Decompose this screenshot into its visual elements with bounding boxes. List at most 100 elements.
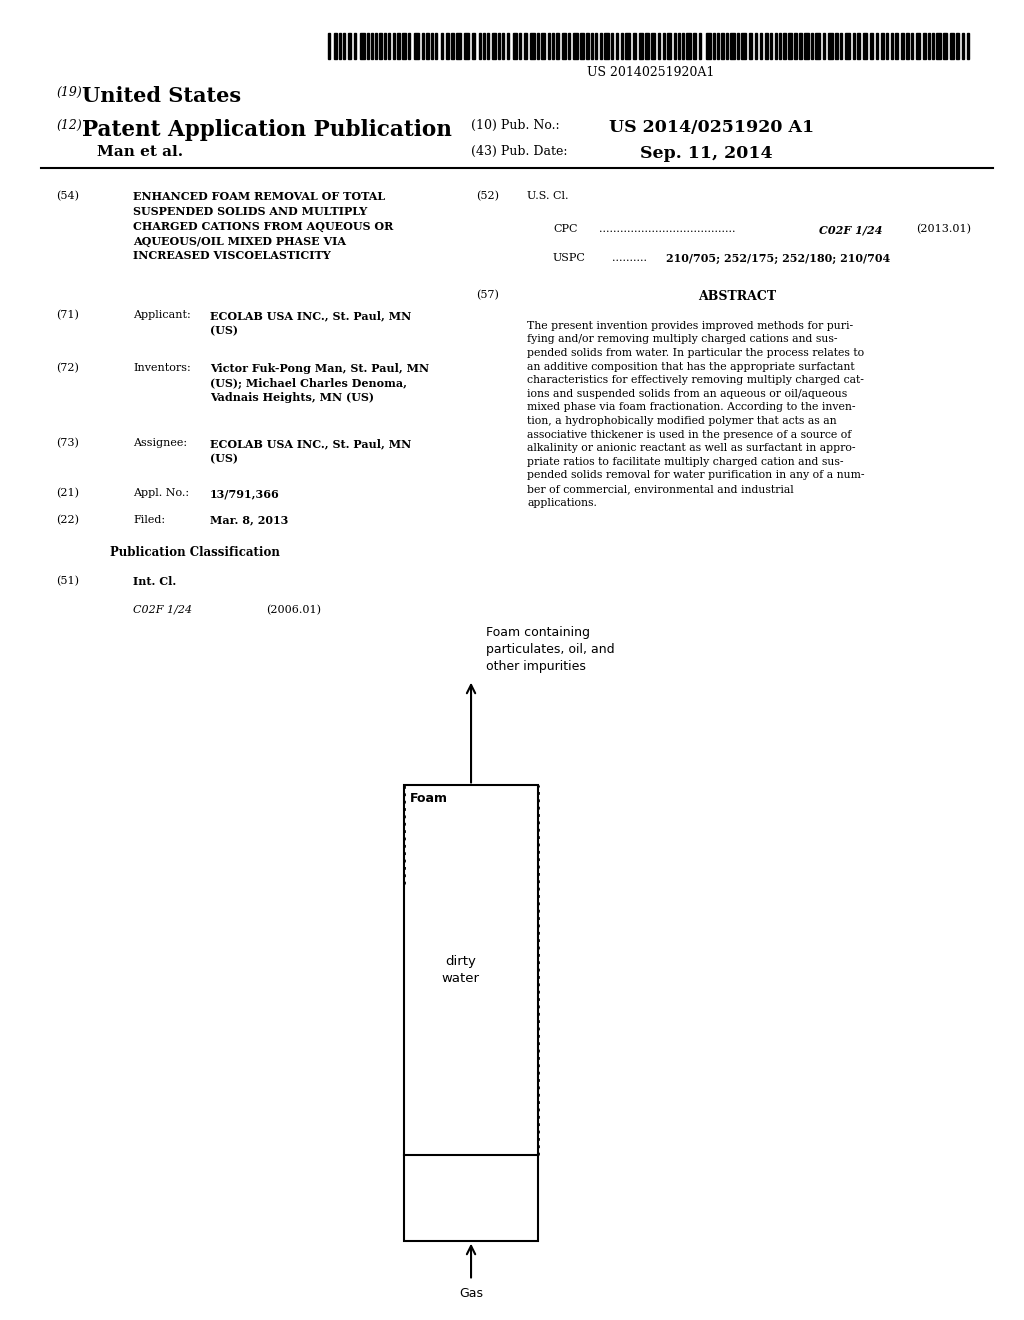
Bar	[537, 33, 539, 59]
Bar	[604, 33, 609, 59]
Bar	[755, 33, 757, 59]
Text: The present invention provides improved methods for puri-
fying and/or removing : The present invention provides improved …	[527, 321, 865, 508]
Text: (22): (22)	[56, 515, 79, 525]
Bar	[621, 33, 623, 59]
Bar	[530, 33, 535, 59]
Bar	[663, 33, 665, 59]
Bar	[498, 33, 500, 59]
Text: (57): (57)	[476, 290, 499, 301]
Bar	[881, 33, 884, 59]
Bar	[886, 33, 888, 59]
Bar	[360, 33, 365, 59]
Bar	[556, 33, 559, 59]
Bar	[835, 33, 838, 59]
Text: .......................................: .......................................	[599, 224, 735, 235]
Bar	[804, 33, 809, 59]
Text: (73): (73)	[56, 438, 79, 449]
Text: US 20140251920A1: US 20140251920A1	[587, 66, 714, 79]
Bar	[794, 33, 797, 59]
Bar	[891, 33, 893, 59]
Bar	[507, 33, 509, 59]
Bar	[441, 33, 443, 59]
Text: Applicant:: Applicant:	[133, 310, 190, 321]
Bar	[595, 33, 597, 59]
Text: ECOLAB USA INC., St. Paul, MN
(US): ECOLAB USA INC., St. Paul, MN (US)	[210, 438, 412, 463]
Bar	[562, 33, 566, 59]
Bar	[678, 33, 680, 59]
Bar	[788, 33, 792, 59]
Bar	[699, 33, 701, 59]
Bar	[741, 33, 746, 59]
Bar	[573, 33, 578, 59]
Text: (71): (71)	[56, 310, 79, 321]
Bar	[600, 33, 602, 59]
Bar	[730, 33, 735, 59]
Bar	[717, 33, 719, 59]
Text: Assignee:: Assignee:	[133, 438, 187, 449]
Bar	[367, 33, 369, 59]
Text: USPC: USPC	[553, 253, 586, 264]
Text: Foam: Foam	[410, 792, 447, 805]
Bar	[483, 33, 485, 59]
Bar	[388, 33, 390, 59]
Text: (2013.01): (2013.01)	[916, 224, 972, 235]
Text: ABSTRACT: ABSTRACT	[698, 290, 776, 304]
Bar	[487, 33, 489, 59]
Bar	[479, 33, 481, 59]
Bar	[586, 33, 589, 59]
Bar	[923, 33, 926, 59]
Bar	[402, 33, 406, 59]
Bar	[348, 33, 351, 59]
Bar	[916, 33, 920, 59]
Bar	[645, 33, 649, 59]
Text: Gas: Gas	[459, 1287, 483, 1300]
Bar	[943, 33, 947, 59]
Text: Filed:: Filed:	[133, 515, 165, 525]
Bar	[863, 33, 867, 59]
Text: (12): (12)	[56, 119, 82, 132]
Bar	[706, 33, 711, 59]
Text: United States: United States	[82, 86, 241, 106]
Bar	[726, 33, 728, 59]
Text: dirty
water: dirty water	[441, 956, 480, 985]
Bar	[343, 33, 345, 59]
Text: (10) Pub. No.:: (10) Pub. No.:	[471, 119, 560, 132]
Bar	[625, 33, 630, 59]
Bar	[328, 33, 330, 59]
Bar	[502, 33, 504, 59]
Bar	[799, 33, 802, 59]
Bar	[404, 785, 538, 1241]
Bar	[693, 33, 696, 59]
Text: ECOLAB USA INC., St. Paul, MN
(US): ECOLAB USA INC., St. Paul, MN (US)	[210, 310, 412, 335]
Bar	[524, 33, 527, 59]
Bar	[393, 33, 395, 59]
Text: Patent Application Publication: Patent Application Publication	[82, 119, 452, 141]
Text: CPC: CPC	[553, 224, 578, 235]
Bar	[911, 33, 913, 59]
Bar	[760, 33, 762, 59]
Bar	[513, 33, 517, 59]
Bar	[456, 33, 461, 59]
Bar	[658, 33, 660, 59]
Bar	[765, 33, 768, 59]
Bar	[334, 33, 337, 59]
Bar	[895, 33, 898, 59]
Bar	[674, 33, 676, 59]
Text: Mar. 8, 2013: Mar. 8, 2013	[210, 515, 289, 525]
Bar	[853, 33, 855, 59]
Bar	[928, 33, 930, 59]
Bar	[435, 33, 437, 59]
Bar	[713, 33, 715, 59]
Bar	[397, 33, 400, 59]
Text: Sep. 11, 2014: Sep. 11, 2014	[640, 145, 773, 162]
Bar	[375, 33, 377, 59]
Bar	[384, 33, 386, 59]
Text: Publication Classification: Publication Classification	[110, 546, 280, 560]
Bar	[492, 33, 496, 59]
Bar	[811, 33, 813, 59]
Text: (19): (19)	[56, 86, 82, 99]
Bar	[667, 33, 671, 59]
Bar	[686, 33, 691, 59]
Bar	[936, 33, 941, 59]
Bar	[901, 33, 904, 59]
